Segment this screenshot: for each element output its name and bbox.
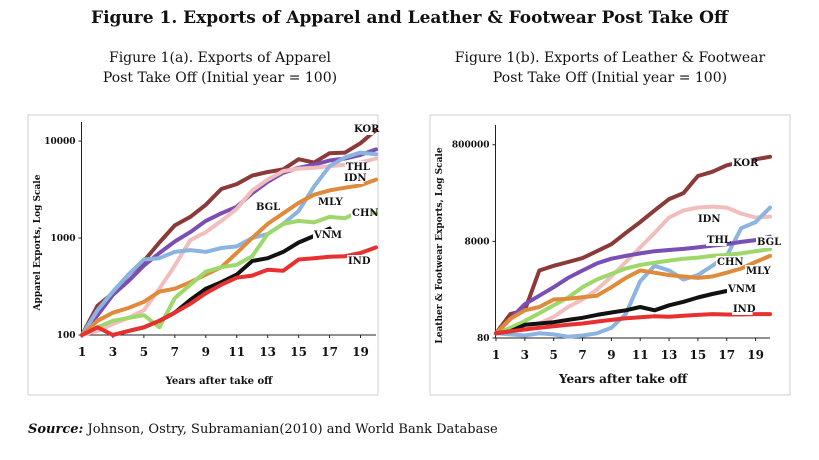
chart-b-xtick-label: 15 [690,348,707,362]
chart-a-title-line2: Post Take Off (Initial year = 100) [102,70,338,86]
series-label-bgl: BGL [256,202,280,213]
chart-b-xlabel: Years after take off [558,372,688,386]
chart-b-xtick-label: 17 [718,348,735,362]
source-note: Source: Johnson, Ostry, Subramanian(2010… [28,422,498,437]
chart-a-frame [27,114,379,396]
chart-a-ylabel: Apparel Exports, Log Scale [33,174,43,311]
series-label-bg [353,123,374,135]
series-label-idn: IDN [698,214,721,225]
series-line-kor [494,154,772,336]
series-label-bg [313,229,334,241]
chart-b-xtick-label: 1 [492,348,500,362]
series-line-ind [80,245,378,337]
figure-title: Figure 1. Exports of Apparel and Leather… [91,8,728,28]
chart-b-ytick-label: 8000 [464,237,489,247]
chart-a-xtick-label: 9 [202,345,210,359]
series-label-bg [317,196,338,208]
series-line-mly [494,253,772,336]
chart-a-xtick-label: 17 [321,345,338,359]
chart-a-ytick-label: 10000 [44,137,75,147]
chart-b-xtick-label: 19 [747,348,764,362]
chart-b-xtick-label: 11 [632,348,649,362]
chart-a-xtick-label: 3 [109,345,117,359]
series-label-bg [255,201,276,213]
series-label-bg [732,303,753,315]
chart-b-xtick-label: 3 [521,348,529,362]
series-label-bg [745,265,766,277]
series-label-bg [716,256,737,268]
chart-a-ytick-label: 100 [57,331,76,341]
series-line-vnm [494,289,729,336]
series-label-idn: IDN [344,173,367,184]
chart-a-xtick-label: 5 [140,345,148,359]
chart-b-xtick-label: 7 [578,348,586,362]
chart-b-title-line1: Figure 1(b). Exports of Leather & Footwe… [454,50,766,66]
series-line-ind [494,312,772,336]
series-label-bg [343,172,364,184]
series-line-bgl [80,150,378,337]
series-label-thl: THL [707,235,731,246]
series-label-chn: CHN [352,208,379,219]
chart-b-xtick-label: 5 [550,348,558,362]
chart-b-ytick-label: 80 [477,334,490,344]
chart-a-xtick-label: 1 [78,345,86,359]
series-line-mly [80,177,378,337]
chart-a-xtick-label: 15 [290,345,307,359]
chart-b-ylabel: Leather & Footwear Exports, Log Scale [435,147,445,343]
series-label-bg [351,207,372,219]
series-label-chn: CHN [717,257,744,268]
series-label-bg [345,161,366,173]
chart-b-xtick-label: 13 [661,348,678,362]
series-label-thl: THL [346,162,370,173]
series-label-bg [697,213,718,225]
series-label-mly: MLY [318,197,343,208]
series-line-thl [80,147,378,337]
chart-a-xtick-label: 13 [259,345,276,359]
chart-b-ytick-label: 800000 [452,141,490,151]
series-label-bg [756,236,777,248]
series-label-ind: IND [348,256,371,267]
series-label-vnm: VNM [313,230,342,241]
series-label-bg [347,255,368,267]
chart-a-title-line1: Figure 1(a). Exports of Apparel [108,50,332,66]
chart-b-title: Figure 1(b). Exports of Leather & Footwe… [425,48,795,88]
series-label-kor: KOR [733,158,759,169]
series-label-vnm: VNM [727,284,756,295]
series-label-ind: IND [733,304,756,315]
chart-a-xtick-label: 11 [228,345,245,359]
series-label-bgl: BGL [757,237,781,248]
series-label-mly: MLY [746,266,771,277]
source-label: Source: [28,422,84,437]
series-label-bg [706,234,727,246]
chart-a-xlabel: Years after take off [165,376,274,387]
series-line-chn [80,209,378,337]
series-line-chn [494,247,772,336]
chart-a-xtick-label: 19 [352,345,369,359]
series-label-kor: KOR [354,124,380,135]
chart-b-title-line2: Post Take Off (Initial year = 100) [492,70,728,86]
chart-a-ytick-label: 1000 [50,234,75,244]
chart-b-frame [429,114,791,396]
series-label-bg [727,283,748,295]
series-label-bg [732,157,753,169]
chart-a-xtick-label: 7 [171,345,179,359]
chart-a-title: Figure 1(a). Exports of Apparel Post Tak… [40,48,400,88]
chart-b-xtick-label: 9 [607,348,615,362]
source-text: Johnson, Ostry, Subramanian(2010) and Wo… [83,422,498,437]
